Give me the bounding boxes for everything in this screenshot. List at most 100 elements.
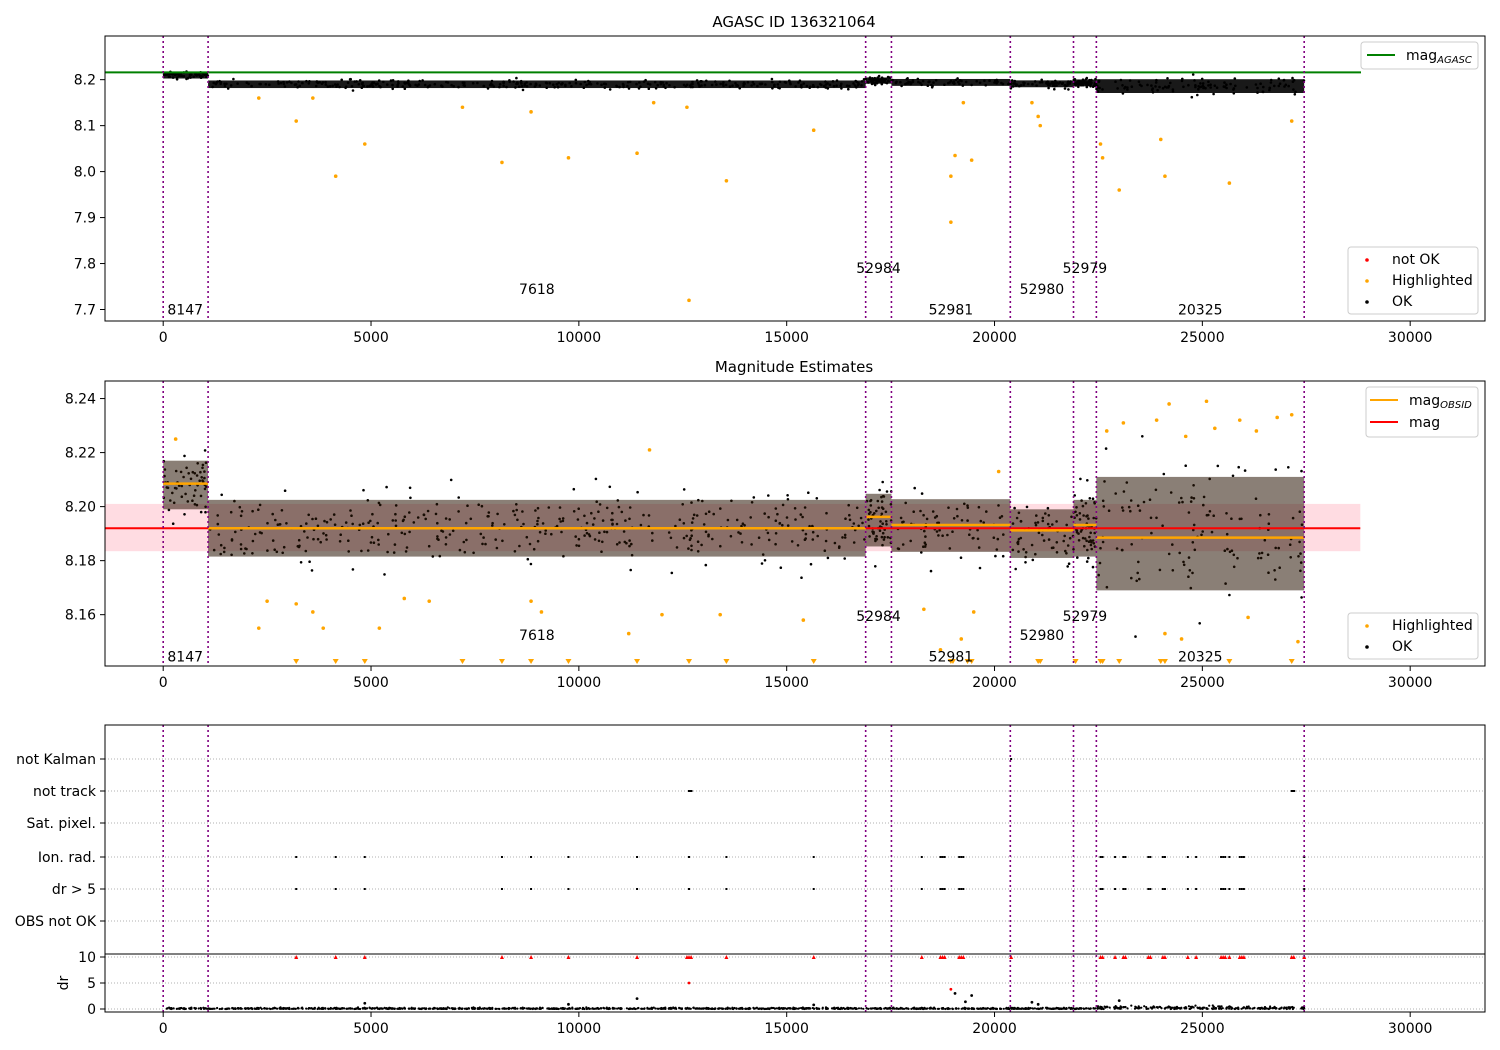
dr-point [1283, 1006, 1286, 1009]
ok-point [1001, 554, 1005, 558]
ok-point [654, 87, 658, 90]
flag-point [958, 888, 961, 890]
dr-point [1246, 1007, 1249, 1010]
offscale-marker [1157, 659, 1164, 664]
dr-point [1219, 1006, 1222, 1010]
ok-point [1119, 78, 1123, 82]
flag-point [1228, 888, 1231, 890]
dr-clipped-marker [689, 955, 694, 959]
x-tick-label: 30000 [1388, 330, 1433, 346]
ok-point [188, 73, 192, 77]
dr-point [970, 994, 974, 997]
obsid-label: 52984 [856, 609, 901, 625]
ok-point [508, 79, 511, 82]
dr-point [419, 1007, 422, 1010]
x-tick-label: 30000 [1388, 675, 1433, 691]
flag-point [530, 888, 533, 890]
flag-row-label: not Kalman [16, 752, 96, 768]
dr-point [588, 1007, 591, 1010]
ok-point [1262, 85, 1265, 89]
dr-point [1005, 1007, 1008, 1010]
dr-point [305, 1007, 308, 1010]
flag-point [1293, 790, 1296, 792]
dr-point [744, 1007, 747, 1010]
flag-point [941, 888, 944, 890]
ok-point [505, 85, 508, 89]
ok-point [226, 87, 230, 90]
dr-point [739, 1007, 742, 1010]
ok-point [545, 86, 548, 89]
dr-point [240, 1007, 243, 1010]
flag-point [1124, 888, 1127, 890]
dr-point [472, 1007, 475, 1010]
x-tick-label: 15000 [764, 675, 809, 691]
dr-point [1194, 1004, 1197, 1007]
highlighted-point [333, 174, 338, 179]
offscale-marker [634, 659, 641, 664]
ok-point [307, 82, 311, 85]
dr-clipped-marker [724, 955, 729, 959]
ok-point [574, 81, 578, 85]
flag-point [943, 856, 946, 858]
x-tick-label: 15000 [764, 1021, 809, 1037]
dr-point [758, 1007, 762, 1010]
ok-point [1201, 82, 1205, 85]
ok-point [689, 85, 693, 89]
ok-point [1209, 83, 1212, 86]
ok-point [673, 85, 676, 89]
dr-point [519, 1007, 522, 1010]
dr-clipped-marker [1162, 955, 1167, 959]
dr-point [851, 1007, 854, 1010]
highlighted-point [1104, 429, 1109, 433]
dr-point [667, 1007, 670, 1010]
ok-point [362, 488, 365, 492]
ok-point [771, 80, 774, 84]
ok-point [882, 80, 886, 83]
dr-point [1300, 1006, 1303, 1009]
ok-point [978, 81, 982, 85]
ok-point [502, 81, 505, 85]
dr-point [553, 1007, 556, 1010]
ok-point [880, 80, 884, 84]
ok-point [622, 85, 625, 89]
offscale-marker [565, 659, 572, 664]
dr-point [1022, 1007, 1025, 1010]
ok-point [928, 80, 931, 84]
ok-point [1066, 83, 1070, 86]
dr-point [571, 1007, 574, 1010]
panel2-obsid-labels: 8147 7618 52984 52981 52980 52979 20325 [167, 609, 1222, 666]
ok-point [362, 84, 366, 88]
dr-point [388, 1007, 391, 1010]
highlighted-point [1289, 412, 1294, 417]
dr-point [463, 1007, 466, 1010]
dr-point [1037, 1007, 1040, 1011]
ok-point [905, 77, 909, 81]
ok-point [1256, 86, 1259, 90]
ok-point [878, 488, 881, 492]
ok-point [802, 82, 805, 85]
ok-point [585, 83, 588, 87]
offscale-marker [1116, 659, 1123, 664]
obsid-label: 7618 [519, 628, 555, 644]
dr-point [1233, 1007, 1236, 1011]
offscale-marker [1288, 659, 1295, 664]
dr-point [250, 1007, 253, 1010]
dr-point [189, 1006, 192, 1010]
dr-point [1240, 1007, 1243, 1010]
ok-point [441, 85, 444, 88]
dr-point [567, 1002, 570, 1006]
ok-point [283, 85, 287, 88]
ok-point [336, 83, 340, 86]
flag-point [567, 888, 570, 890]
ok-point [1171, 90, 1175, 93]
highlighted-point [922, 607, 926, 612]
ok-point [320, 82, 324, 86]
ok-point [452, 84, 456, 88]
dr-point [431, 1007, 435, 1011]
offscale-marker [1226, 659, 1233, 664]
dr-point [231, 1006, 234, 1010]
ok-point [548, 81, 551, 85]
dr-point [1178, 1007, 1181, 1010]
ok-point [743, 82, 746, 86]
ok-point [183, 454, 186, 458]
